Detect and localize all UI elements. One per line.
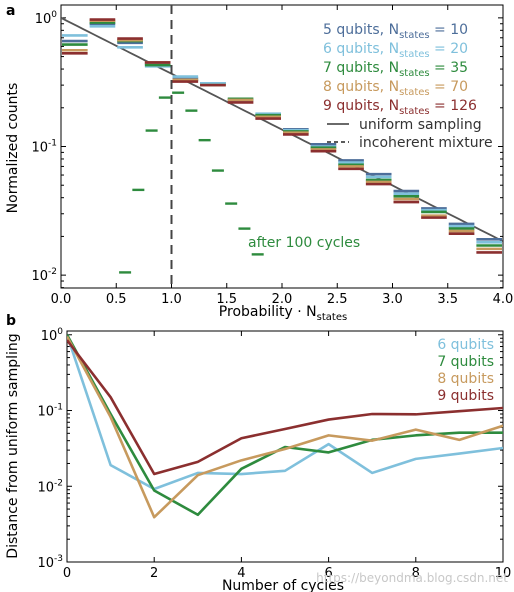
panel-a-x-tick-label: 2.5 <box>327 292 348 307</box>
legend-entry: 9 qubits, Nstates = 126 <box>323 98 477 117</box>
legend-entry-suffix: = 10 <box>430 22 468 38</box>
legend-entry-name: 7 qubits, N <box>323 60 399 76</box>
panel-a-x-axis-label: Probability · Nstates <box>219 304 347 323</box>
legend-entry: 6 qubits <box>437 337 494 353</box>
panel-a-data <box>61 5 503 288</box>
panel-a-x-axis-label-main: Probability · N <box>219 304 317 320</box>
legend-entry: 6 qubits, Nstates = 20 <box>323 41 468 60</box>
legend-entry-sub: states <box>399 106 430 117</box>
legend-entry: 8 qubits <box>437 371 494 387</box>
panel-b-x-tick-label: 2 <box>150 566 158 581</box>
legend-entry-name: 5 qubits, N <box>323 22 399 38</box>
watermark: https://beyondma.blog.csdn.net <box>316 571 508 585</box>
panel-a-y-tick-label-mantissa: 10 <box>31 269 48 284</box>
legend-incoherent-label: incoherent mixture <box>359 135 493 151</box>
panel-a-y-axis-label: Normalized counts <box>5 83 21 214</box>
panel-a-y-tick-label-exponent: -1 <box>48 139 57 149</box>
panel-b-y-axis-label: Distance from uniform sampling <box>5 333 21 558</box>
panel-b-y-tick-label: 10-1 <box>37 403 63 420</box>
panel-b-y-tick-label: 100 <box>41 327 64 344</box>
legend-entry-suffix: = 20 <box>430 41 468 57</box>
panel-a-y-tick-label: 10-1 <box>31 139 57 156</box>
panel-b-y-tick-label-mantissa: 10 <box>37 556 54 571</box>
panel-a-y-tick-label-exponent: 0 <box>51 10 57 20</box>
legend-entry-name: 6 qubits, N <box>323 41 399 57</box>
legend-entry-suffix: = 35 <box>430 60 468 76</box>
legend-entry-sub: states <box>399 87 430 98</box>
panel-a-y-tick-label: 100 <box>35 10 58 27</box>
panel-a-x-axis-label-sub: states <box>317 312 348 323</box>
panel-b-frame <box>66 330 504 563</box>
panel-b-x-tick-label: 4 <box>237 566 245 581</box>
panel-b-y-tick-label-exponent: -3 <box>54 554 63 564</box>
legend-entry: 7 qubits, Nstates = 35 <box>323 60 468 79</box>
legend-entry-suffix: = 126 <box>430 98 477 114</box>
legend-entry-name: 8 qubits, N <box>323 79 399 95</box>
legend-entry-name: 9 qubits, N <box>323 98 399 114</box>
panel-b-x-tick-label: 8 <box>412 566 420 581</box>
panel-b-y-tick-label-exponent: 0 <box>57 327 63 337</box>
uniform-sampling-line <box>61 17 503 243</box>
panel-b-y-tick-label-mantissa: 10 <box>41 329 58 344</box>
panel-b-y-tick-label-mantissa: 10 <box>37 480 54 495</box>
panel-b-x-tick-label: 0 <box>63 566 71 581</box>
legend-entry: 7 qubits <box>437 354 494 370</box>
legend-entry-sub: states <box>399 30 430 41</box>
panel-b-y-tick-label: 10-2 <box>37 478 63 495</box>
legend-entry-sub: states <box>399 68 430 79</box>
panel-b-y-tick-label-exponent: -1 <box>54 403 63 413</box>
panel-a-letter: a <box>6 3 15 19</box>
panel-a-y-tick-label-mantissa: 10 <box>31 141 48 156</box>
panel-a-x-tick-label: 3.5 <box>437 292 458 307</box>
series-line <box>67 335 503 519</box>
panel-a-y-tick-label-mantissa: 10 <box>35 12 52 27</box>
panel-a-x-tick-label: 0.5 <box>106 292 127 307</box>
panel-b-data <box>67 334 503 519</box>
legend-entry-sub: states <box>399 49 430 60</box>
legend-entry: 8 qubits, Nstates = 70 <box>323 79 468 98</box>
legend-entry: 5 qubits, Nstates = 10 <box>323 22 468 41</box>
series-line <box>67 339 503 476</box>
panel-a-x-tick-label: 1.5 <box>216 292 237 307</box>
panel-a-x-tick-label: 0.0 <box>51 292 72 307</box>
panel-a-x-tick-label: 3.0 <box>382 292 403 307</box>
panel-a-x-tick-label: 1.0 <box>161 292 182 307</box>
panel-b-y-tick-label-exponent: -2 <box>54 478 63 488</box>
panel-a-x-tick-label: 2.0 <box>272 292 293 307</box>
legend-entry-suffix: = 70 <box>430 79 468 95</box>
series-line <box>67 334 503 517</box>
legend-uniform-label: uniform sampling <box>359 117 482 133</box>
panel-b-x-axis-label: Number of cycles <box>222 578 344 592</box>
legend-entry: 9 qubits <box>437 388 494 404</box>
after-cycles-label: after 100 cycles <box>248 235 360 251</box>
panel-a-legend: 5 qubits, Nstates = 106 qubits, Nstates … <box>323 22 493 151</box>
panel-b-x-tick-label: 10 <box>495 566 512 581</box>
panel-b-y-tick-label: 10-3 <box>37 554 63 571</box>
panel-b-y-tick-label-mantissa: 10 <box>37 405 54 420</box>
panel-a-x-tick-label: 4.0 <box>493 292 514 307</box>
panel-b-x-tick-label: 6 <box>324 566 332 581</box>
panel-a-y-tick-label: 10-2 <box>31 267 57 284</box>
panel-a-y-tick-label-exponent: -2 <box>48 267 57 277</box>
panel-b-letter: b <box>6 313 16 329</box>
